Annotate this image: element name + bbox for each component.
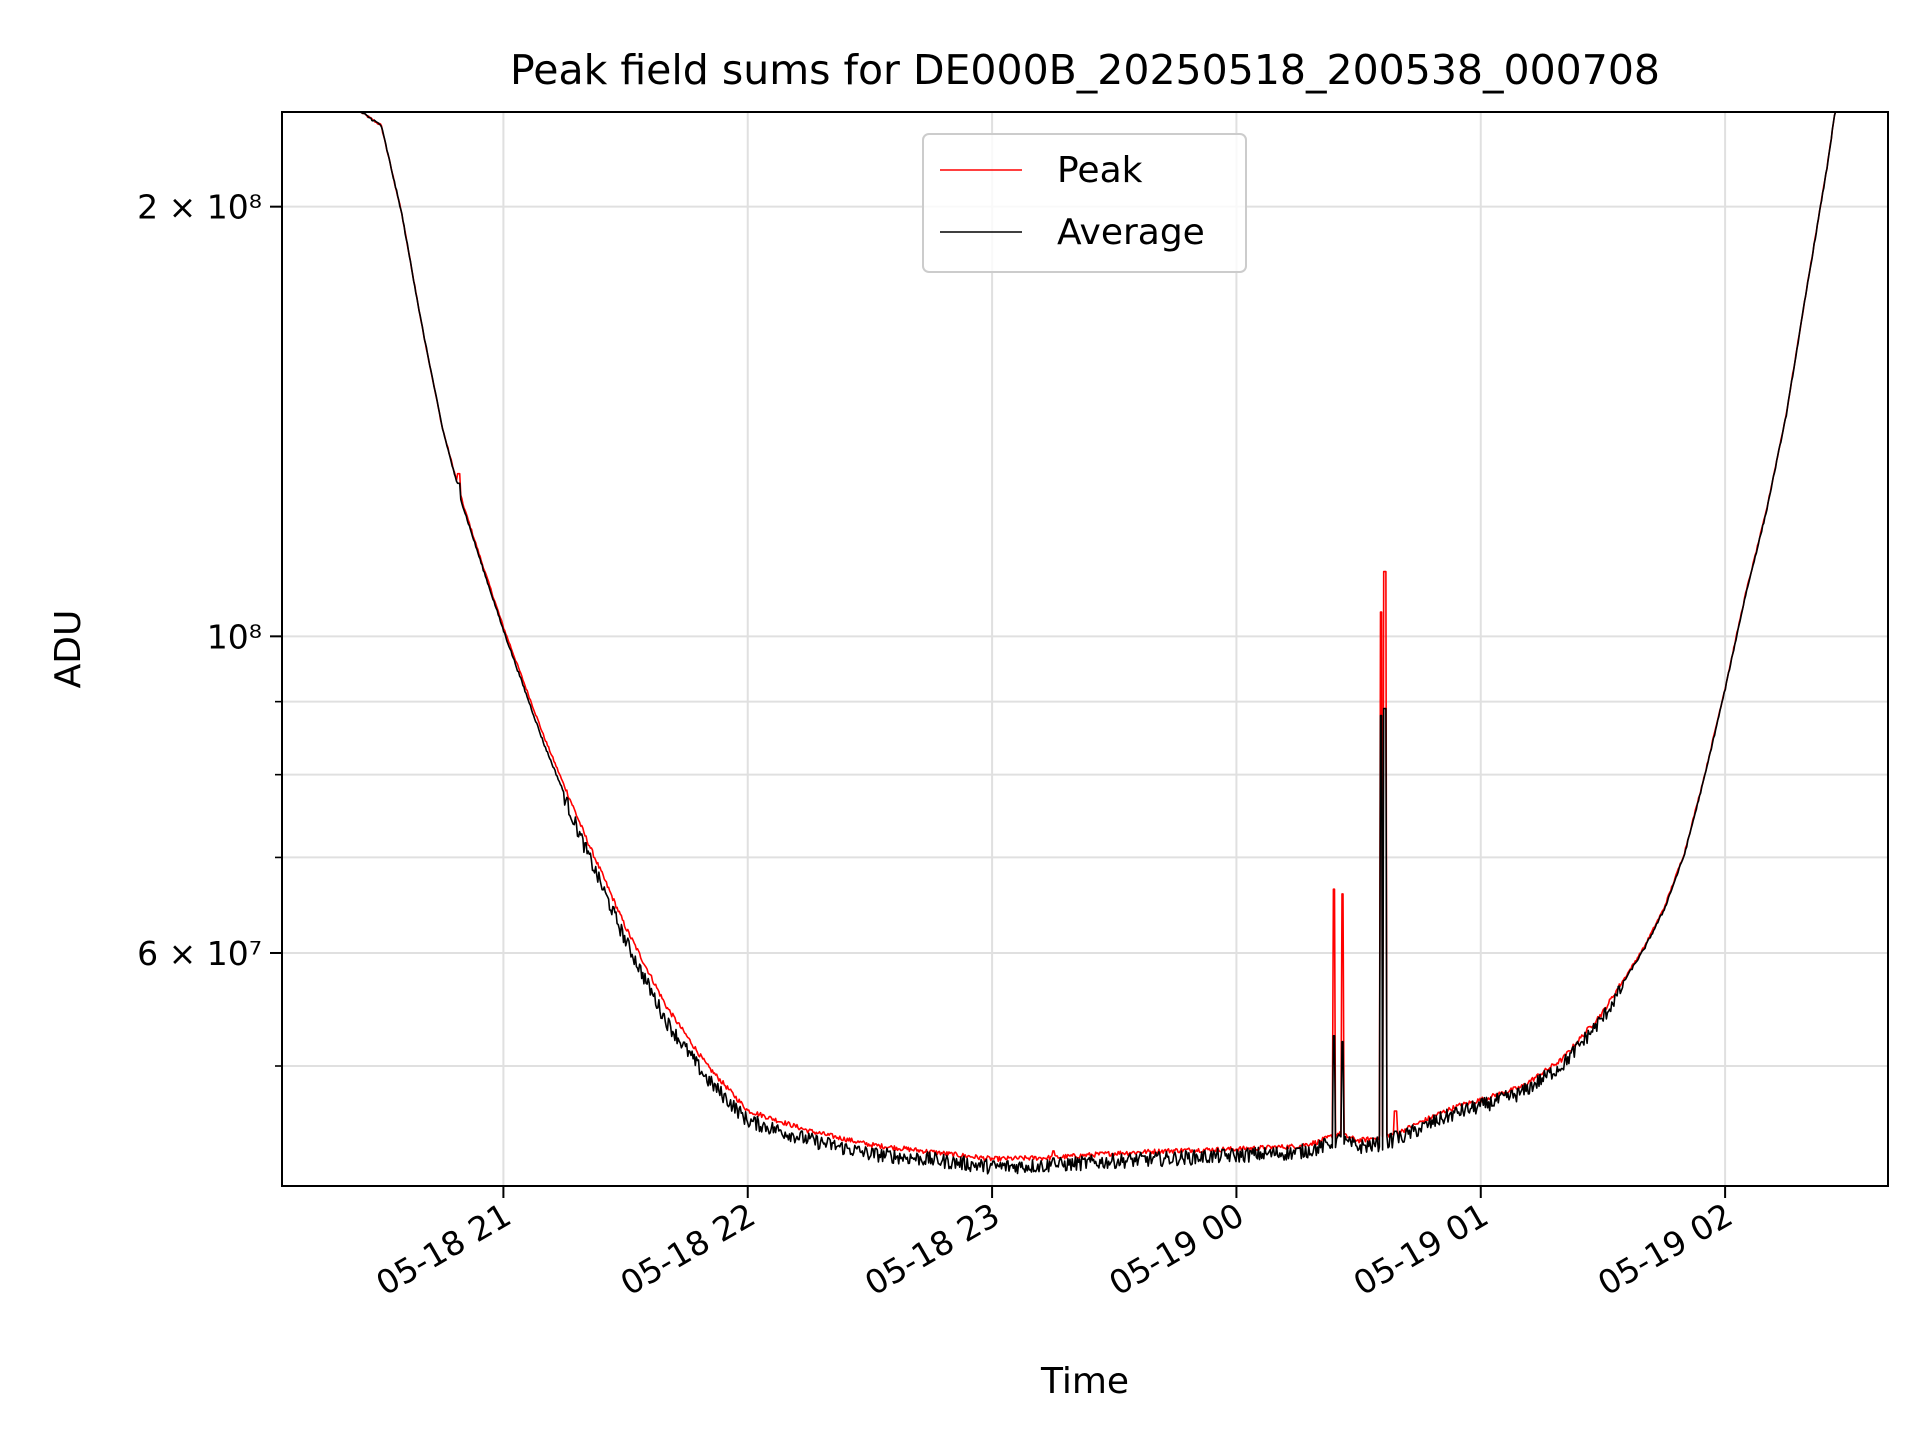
chart-title: Peak field sums for DE000B_20250518_2005…	[510, 46, 1660, 94]
y-tick-label: 6 × 10⁷	[137, 934, 262, 973]
series-line-average	[282, 111, 1888, 1175]
plot-frame	[281, 111, 1889, 1187]
y-tick-label: 2 × 10⁸	[137, 188, 262, 227]
x-axis-label: Time	[1040, 1361, 1129, 1402]
series-line-peak	[282, 111, 1888, 1163]
legend-box	[922, 133, 1247, 273]
plot-series	[282, 111, 1888, 1175]
legend-label-average: Average	[1057, 212, 1205, 253]
legend-label-peak: Peak	[1057, 150, 1143, 191]
legend[interactable]: Peak Average	[922, 133, 1247, 273]
y-axis-label: ADU	[48, 610, 89, 689]
y-tick-label: 10⁸	[207, 617, 262, 656]
grid-lines	[282, 112, 1888, 1186]
